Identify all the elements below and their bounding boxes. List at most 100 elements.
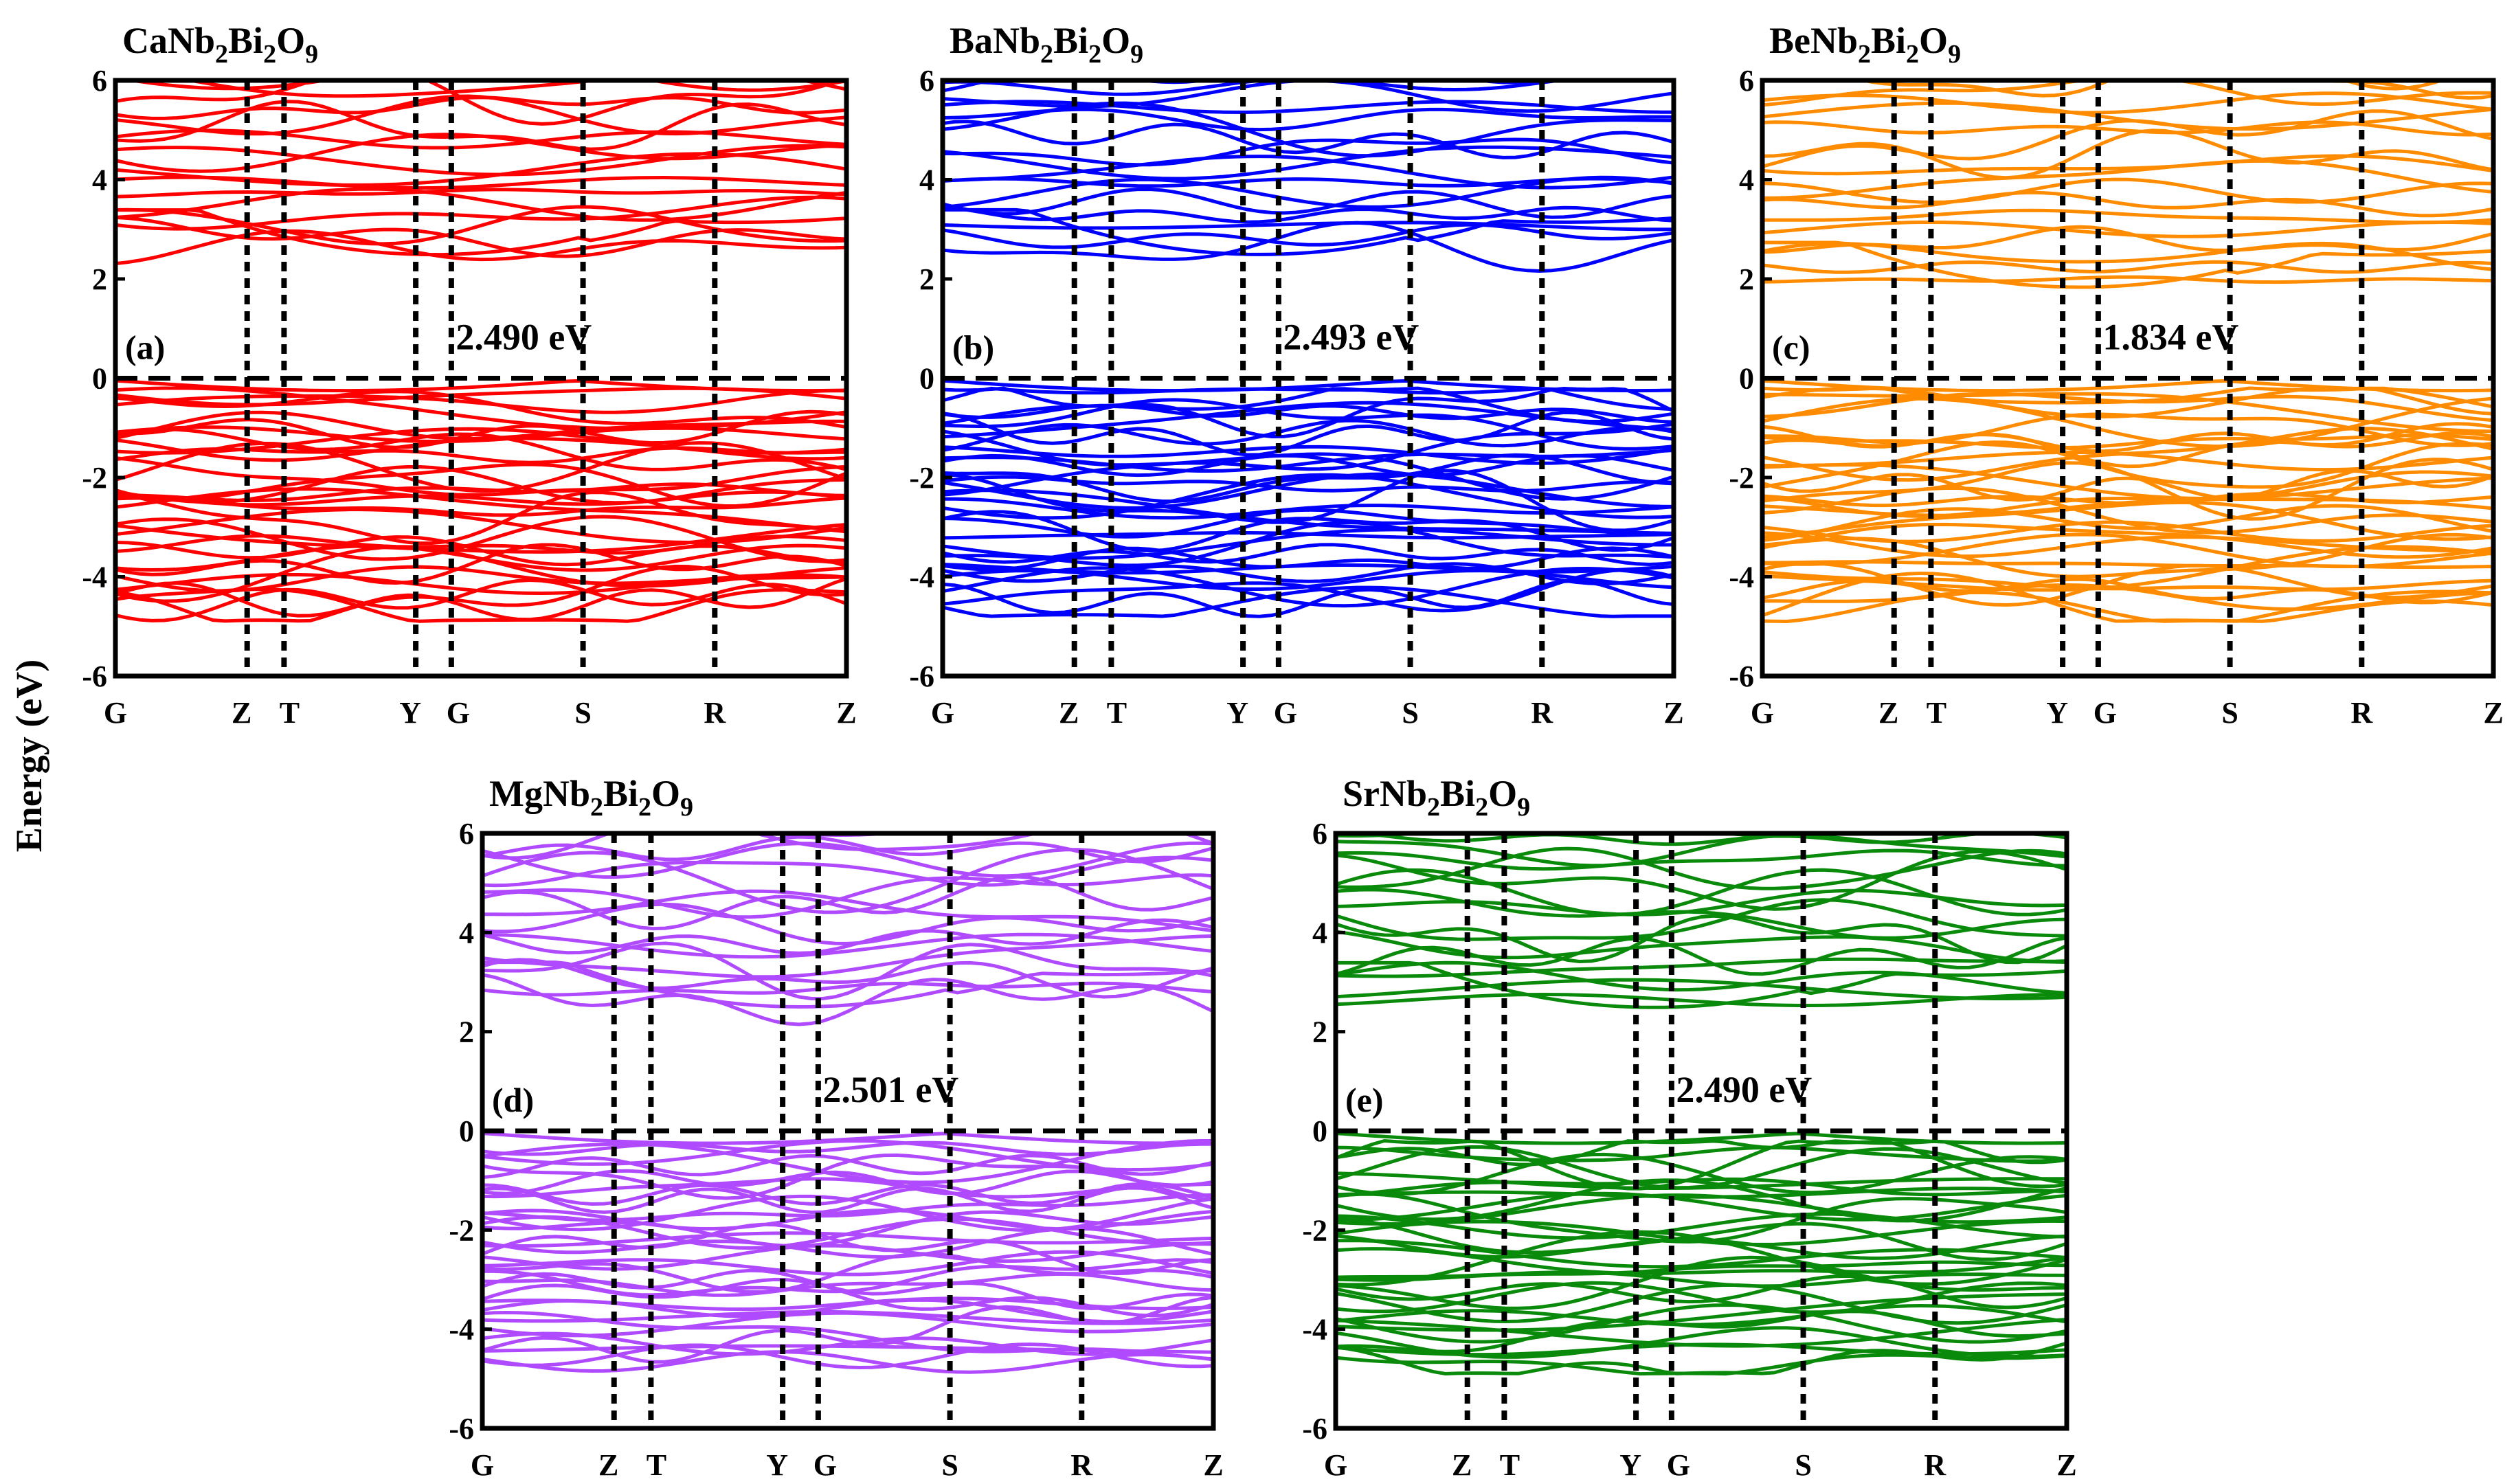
title-subscript: 9 (305, 40, 318, 69)
conduction-band-minimum (1762, 240, 2493, 289)
y-tick-label: 4 (459, 916, 474, 949)
valence-band (115, 535, 846, 567)
valence-band-maximum (482, 1132, 1213, 1145)
valence-band (1762, 590, 2493, 624)
valence-band (943, 452, 1674, 501)
valence-band (943, 488, 1674, 535)
conduction-band (482, 873, 1213, 919)
valence-band (115, 482, 846, 503)
title-subscript: 2 (1040, 40, 1053, 69)
title-segment: Bi (1440, 773, 1475, 814)
y-tick-label: 0 (1312, 1114, 1327, 1148)
title-subscript: 9 (680, 793, 693, 822)
y-tick-label: 4 (1312, 916, 1327, 949)
valence-band (1762, 434, 2493, 450)
conduction-band (482, 902, 1213, 945)
band-lines (482, 833, 1213, 1374)
k-point-label: G (1274, 696, 1297, 730)
title-segment: O (276, 20, 305, 61)
conduction-band-minimum (115, 208, 846, 257)
conduction-band (1762, 260, 2493, 274)
conduction-band (943, 120, 1674, 159)
valence-band (482, 1186, 1213, 1215)
conduction-band (943, 100, 1674, 114)
valence-band (943, 497, 1674, 520)
title-subscript: 2 (263, 40, 276, 69)
valence-band (482, 1153, 1213, 1202)
band-lines (1762, 80, 2493, 624)
band-gap-label: 2.490 eV (456, 317, 592, 358)
conduction-band (1336, 992, 2067, 1007)
valence-band (1762, 392, 2493, 434)
title-subscript: 2 (590, 793, 603, 822)
panel-title: SrNb2Bi2O9 (1343, 773, 1530, 822)
valence-band (943, 445, 1674, 465)
k-point-label: S (1795, 1448, 1811, 1482)
title-segment: Bi (603, 773, 638, 814)
conduction-band (943, 221, 1674, 232)
conduction-band (1762, 208, 2493, 225)
valence-band (482, 1140, 1213, 1156)
valence-band (482, 1250, 1213, 1277)
k-point-label: G (2094, 696, 2117, 730)
valence-band (115, 534, 846, 555)
valence-band (482, 1311, 1213, 1338)
valence-band-maximum (1336, 1132, 2067, 1145)
panel-label: (e) (1345, 1081, 1384, 1119)
title-segment: O (651, 773, 680, 814)
valence-band (1336, 1239, 2067, 1269)
k-point-label: R (1070, 1448, 1093, 1482)
title-segment: O (1488, 773, 1517, 814)
valence-band (115, 496, 846, 517)
k-point-label: Y (2046, 696, 2068, 730)
k-point-label: Z (1878, 696, 1898, 730)
k-point-label: R (704, 696, 726, 730)
y-tick-label: -6 (1302, 1412, 1327, 1446)
k-point-label: Y (399, 696, 421, 730)
valence-band (1336, 1342, 2067, 1357)
valence-band (1336, 1177, 2067, 1198)
valence-band (482, 1139, 1213, 1184)
valence-band (943, 579, 1674, 618)
valence-band (943, 418, 1674, 452)
conduction-band (482, 941, 1213, 1001)
conduction-band (1762, 225, 2493, 254)
conduction-band (482, 875, 1213, 931)
conduction-band (943, 205, 1674, 224)
conduction-band (115, 95, 846, 120)
conduction-band (482, 932, 1213, 959)
conduction-band (482, 855, 1213, 888)
conduction-band (115, 188, 846, 199)
y-tick-label: -6 (449, 1412, 474, 1446)
conduction-band (943, 221, 1674, 273)
band-gap-label: 1.834 eV (2102, 317, 2238, 358)
valence-band (1336, 1292, 2067, 1332)
valence-band (943, 543, 1674, 567)
valence-band (1762, 571, 2493, 623)
y-tick-label: 6 (459, 817, 474, 851)
valence-band (1762, 560, 2493, 570)
valence-band (115, 456, 846, 497)
conduction-band (115, 80, 846, 126)
valence-band (943, 475, 1674, 493)
conduction-band-minimum (482, 960, 1213, 1009)
k-point-label: G (471, 1448, 494, 1482)
conduction-band (482, 835, 1213, 864)
k-point-label: G (447, 696, 470, 730)
conduction-band (2006, 80, 2447, 91)
conduction-band (115, 128, 846, 150)
k-point-label: T (647, 1448, 666, 1482)
conduction-band (943, 187, 1674, 219)
conduction-band (1762, 128, 2493, 180)
valence-band (115, 487, 846, 534)
valence-band (1762, 522, 2493, 559)
y-tick-label: -4 (82, 561, 107, 594)
y-tick-label: 6 (92, 64, 107, 98)
conduction-band (1336, 978, 2067, 1000)
panel-title: MgNb2Bi2O9 (489, 773, 693, 822)
valence-band (482, 1342, 1213, 1370)
y-axis-label: Energy (eV) (8, 660, 49, 852)
valence-band (115, 578, 846, 622)
